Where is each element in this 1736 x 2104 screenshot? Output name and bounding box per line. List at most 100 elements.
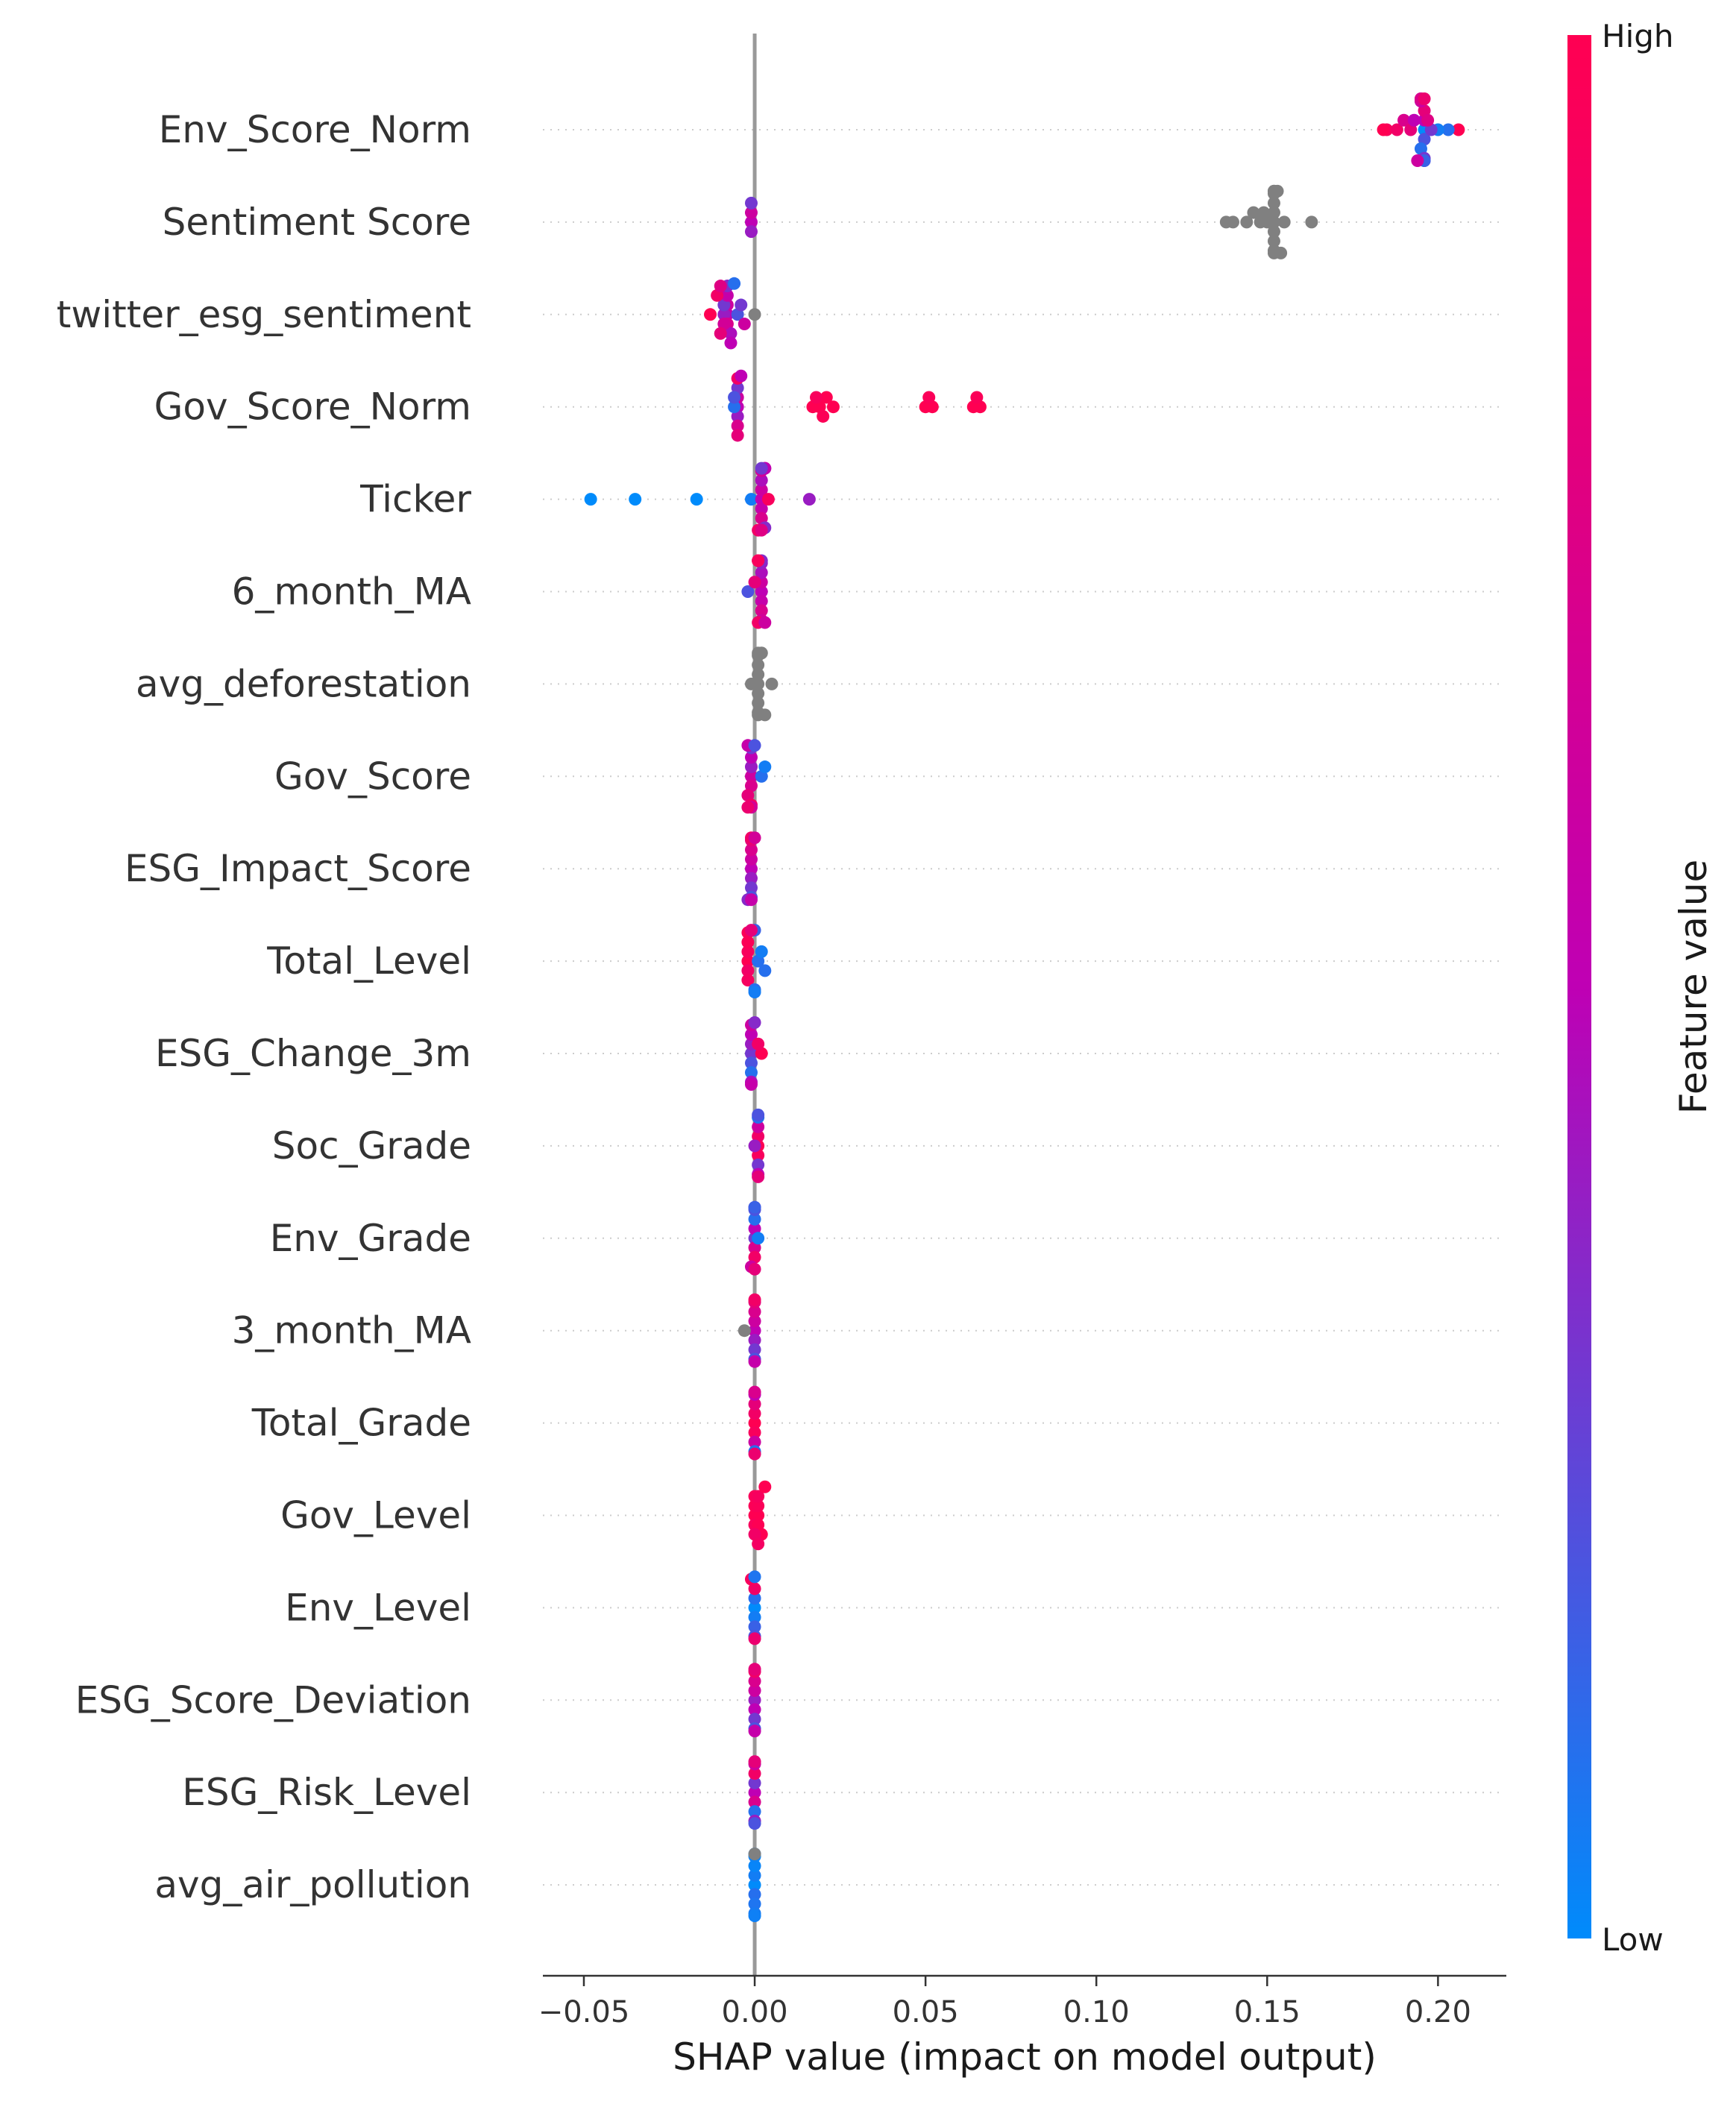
shap-point bbox=[731, 381, 744, 394]
shap-point bbox=[755, 604, 768, 617]
shap-point bbox=[741, 974, 755, 987]
feature-label: Sentiment Score bbox=[163, 201, 471, 244]
shap-point bbox=[748, 1675, 761, 1688]
shap-point bbox=[748, 1897, 761, 1911]
shap-point bbox=[703, 308, 717, 321]
shap-point bbox=[755, 585, 768, 598]
shap-point bbox=[758, 964, 772, 977]
feature-label: Total_Level bbox=[266, 939, 471, 983]
shap-point bbox=[748, 1435, 761, 1449]
shap-point bbox=[748, 1693, 761, 1707]
feature-label: Ticker bbox=[359, 478, 471, 521]
feature-label: avg_air_pollution bbox=[154, 1863, 471, 1906]
shap-point bbox=[744, 215, 758, 229]
shap-point bbox=[1411, 154, 1424, 167]
shap-point bbox=[735, 369, 748, 382]
shap-point bbox=[748, 1786, 761, 1799]
feature-label: Env_Level bbox=[285, 1586, 471, 1629]
shap-point bbox=[755, 646, 768, 660]
shap-point bbox=[758, 1480, 772, 1493]
shap-point bbox=[744, 852, 758, 866]
shap-point bbox=[752, 1170, 765, 1183]
beeswarm-points bbox=[584, 92, 1465, 1923]
shap-point bbox=[629, 493, 642, 506]
shap-point bbox=[755, 945, 768, 958]
shap-point bbox=[752, 954, 765, 968]
shap-point bbox=[744, 225, 758, 239]
colorbar-low-label: Low bbox=[1602, 1921, 1664, 1958]
shap-point bbox=[748, 1620, 761, 1634]
feature-label: Gov_Score_Norm bbox=[154, 385, 471, 429]
shap-point bbox=[761, 493, 775, 506]
shap-point bbox=[752, 696, 765, 710]
shap-point bbox=[741, 789, 755, 802]
shap-point bbox=[810, 391, 823, 404]
shap-point bbox=[752, 1537, 765, 1551]
shap-point bbox=[1267, 234, 1280, 248]
shap-point bbox=[744, 1047, 758, 1060]
shap-point bbox=[748, 1212, 761, 1226]
shap-point bbox=[820, 391, 833, 404]
shap-point bbox=[748, 1805, 761, 1818]
shap-point bbox=[748, 1592, 761, 1605]
shap-point bbox=[724, 327, 738, 340]
shap-point bbox=[755, 511, 768, 525]
shap-point bbox=[1267, 206, 1280, 219]
shap-point bbox=[752, 1149, 765, 1162]
x-axis-ticks: −0.05 0.00 0.05 0.10 0.15 0.20 bbox=[538, 1976, 1471, 2029]
shap-point bbox=[1271, 184, 1284, 198]
feature-label: avg_deforestation bbox=[136, 662, 471, 705]
shap-point bbox=[744, 751, 758, 764]
shap-point bbox=[744, 760, 758, 774]
shap-point bbox=[748, 1817, 761, 1830]
shap-point bbox=[748, 1713, 761, 1726]
shap-point bbox=[802, 493, 816, 506]
feature-label: Gov_Level bbox=[280, 1494, 471, 1537]
shap-point bbox=[738, 1324, 751, 1338]
shap-point bbox=[711, 289, 724, 302]
shap-point bbox=[1418, 133, 1431, 146]
shap-point bbox=[744, 893, 758, 907]
shap-point bbox=[748, 1417, 761, 1430]
shap-point bbox=[1247, 206, 1260, 219]
x-tick-label: 0.20 bbox=[1405, 1995, 1471, 2029]
shap-point bbox=[1418, 92, 1431, 105]
shap-point bbox=[1257, 206, 1271, 219]
shap-point bbox=[744, 1078, 758, 1091]
x-tick-label: 0.10 bbox=[1063, 1995, 1130, 2029]
shap-point bbox=[748, 1397, 761, 1411]
shap-point bbox=[748, 1725, 761, 1738]
shap-point bbox=[748, 1767, 761, 1780]
row-gridlines bbox=[543, 129, 1499, 1886]
shap-point bbox=[1424, 123, 1438, 136]
shap-point bbox=[744, 881, 758, 895]
shap-point bbox=[1267, 196, 1280, 210]
shap-point bbox=[748, 1407, 761, 1420]
shap-point bbox=[748, 1314, 761, 1328]
shap-point bbox=[744, 1028, 758, 1041]
shap-point bbox=[717, 298, 731, 312]
shap-point bbox=[731, 419, 744, 432]
shap-point bbox=[752, 1232, 765, 1245]
shap-point bbox=[925, 400, 939, 414]
shap-point bbox=[755, 1047, 768, 1060]
shap-point bbox=[1240, 215, 1254, 229]
shap-point bbox=[720, 289, 734, 302]
shap-point bbox=[752, 1108, 765, 1121]
shap-point bbox=[714, 280, 727, 293]
shap-point bbox=[755, 523, 768, 537]
shap-point bbox=[744, 779, 758, 793]
shap-point bbox=[731, 409, 744, 423]
shap-point bbox=[817, 409, 830, 423]
shap-point bbox=[748, 1528, 761, 1541]
shap-point bbox=[755, 473, 768, 487]
shap-point bbox=[1452, 123, 1465, 136]
shap-point bbox=[584, 493, 597, 506]
shap-point bbox=[748, 1200, 761, 1214]
shap-point bbox=[741, 936, 755, 949]
shap-point bbox=[748, 1355, 761, 1368]
feature-label: twitter_esg_sentiment bbox=[57, 293, 471, 336]
shap-point bbox=[1305, 215, 1318, 229]
shap-point bbox=[741, 585, 755, 598]
shap-point bbox=[755, 566, 768, 579]
